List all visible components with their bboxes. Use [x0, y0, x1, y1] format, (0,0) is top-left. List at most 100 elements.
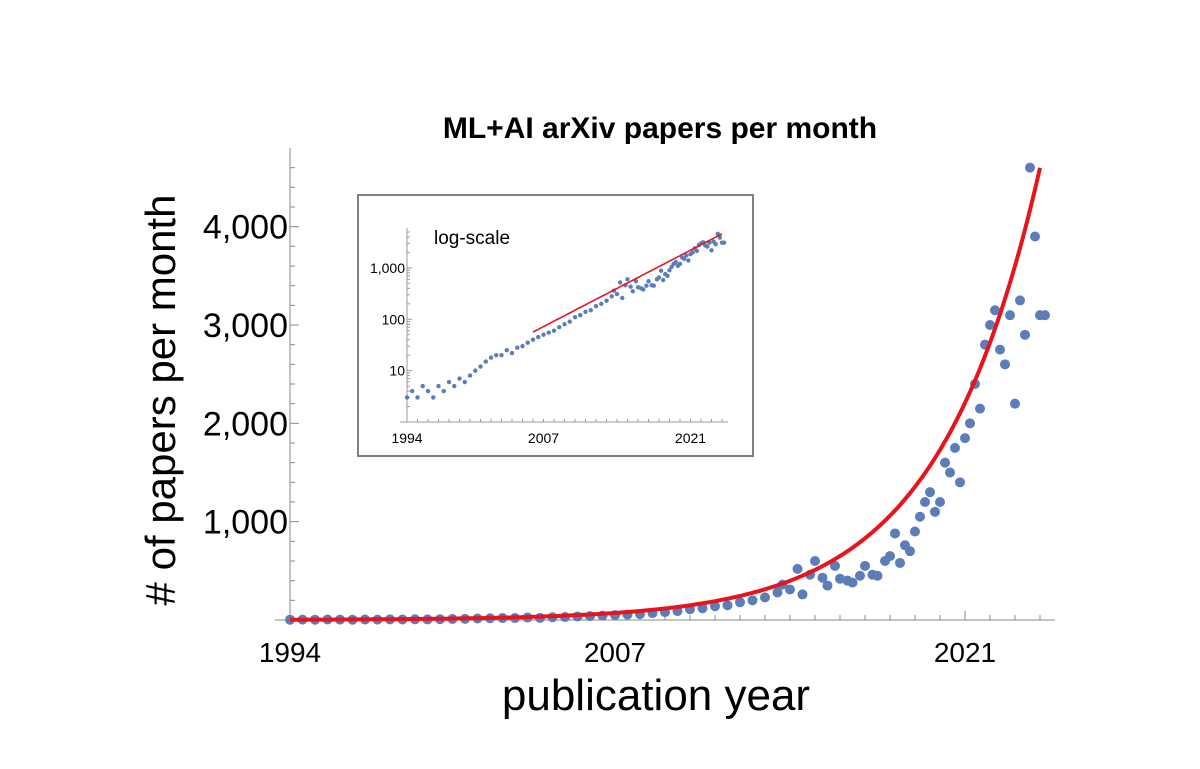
data-point	[925, 487, 935, 498]
inset-data-point	[425, 388, 431, 394]
inset-data-point	[614, 291, 620, 297]
inset-data-point	[578, 313, 583, 318]
main-tick-labels: 1,000 2,000 3,000 4,000 1994 2007 2021	[203, 209, 996, 668]
y-axis-label: # of papers per month	[137, 195, 184, 606]
inset-x-tick-label: 2007	[528, 430, 559, 446]
inset-data-point	[609, 294, 614, 299]
inset-title: log-scale	[434, 228, 510, 249]
log-scale-inset: log-scale 10 100 1,000 1994 2007 2021	[357, 194, 754, 457]
inset-y-tick-label: 1,000	[370, 260, 405, 276]
data-point	[905, 546, 915, 557]
inset-data-point	[617, 280, 623, 285]
inset-data-point	[658, 268, 664, 273]
inset-data-point	[682, 256, 687, 262]
data-point	[985, 320, 995, 330]
inset-data-point	[709, 248, 714, 253]
inset-data-point	[641, 287, 646, 292]
data-point	[722, 600, 733, 611]
data-point	[935, 497, 945, 507]
inset-data-point	[546, 330, 551, 335]
x-axis-label: publication year	[502, 671, 810, 720]
inset-data-point	[604, 298, 609, 303]
inset-data-point	[415, 395, 420, 400]
inset-data-point	[473, 368, 478, 373]
inset-data-point	[452, 383, 457, 389]
inset-data-point	[721, 240, 727, 245]
inset-data-point	[457, 376, 462, 381]
data-point	[1005, 310, 1015, 321]
data-point	[895, 557, 905, 568]
inset-data-point	[694, 248, 699, 254]
data-point	[830, 560, 840, 571]
y-tick-label: 2,000	[203, 405, 288, 443]
data-point	[950, 442, 960, 453]
inset-data-point	[684, 253, 689, 258]
data-point	[990, 305, 1000, 316]
inset-data-point	[717, 235, 723, 240]
data-point	[760, 592, 770, 603]
inset-data-point	[557, 325, 562, 330]
inset-data-point	[620, 295, 625, 301]
inset-data-point	[494, 352, 499, 358]
inset-data-point	[690, 250, 695, 255]
inset-data-point	[713, 241, 718, 247]
inset-data-point	[551, 328, 557, 333]
inset-data-point	[644, 283, 649, 288]
data-point	[890, 528, 900, 539]
inset-data-point	[567, 319, 572, 324]
inset-data-point	[436, 383, 441, 389]
inset-data-point	[410, 388, 415, 394]
inset-data-point	[599, 301, 604, 307]
data-point	[797, 589, 808, 600]
data-point	[915, 511, 925, 522]
inset-y-tick-label: 10	[389, 363, 405, 379]
data-point	[1020, 329, 1030, 340]
data-point	[792, 563, 803, 574]
inset-data-point	[441, 388, 446, 394]
data-point	[772, 587, 783, 598]
x-tick-label: 1994	[259, 637, 321, 668]
data-point	[955, 477, 965, 488]
data-point	[975, 403, 985, 414]
inset-data-point	[467, 373, 473, 378]
inset-data-point	[488, 355, 494, 360]
data-point	[930, 506, 940, 517]
data-point	[1015, 295, 1025, 306]
inset-data-point	[572, 314, 578, 320]
data-point	[735, 597, 745, 608]
inset-data-point	[656, 275, 662, 280]
data-point	[747, 595, 758, 606]
inset-data-point	[520, 343, 525, 349]
inset-frame	[357, 194, 754, 457]
inset-data-point	[483, 359, 488, 364]
data-point	[810, 556, 820, 566]
inset-data-point	[667, 268, 672, 273]
inset-data-point	[504, 347, 509, 353]
inset-data-point	[686, 258, 691, 263]
data-point	[785, 584, 795, 595]
x-tick-label: 2007	[584, 637, 646, 668]
data-point	[1040, 310, 1050, 321]
chart-title: ML+AI arXiv papers per month	[443, 112, 877, 145]
y-tick-label: 1,000	[203, 504, 288, 542]
inset-data-point	[462, 379, 467, 385]
inset-data-point	[630, 289, 635, 294]
data-point	[872, 570, 883, 581]
data-point	[960, 433, 970, 444]
inset-points	[404, 231, 727, 400]
inset-data-point	[625, 277, 630, 282]
inset-data-point	[593, 303, 599, 309]
inset-y-tick-label: 100	[382, 311, 406, 327]
inset-data-point	[515, 345, 520, 350]
inset-data-point	[628, 284, 633, 289]
x-tick-label: 2021	[934, 637, 996, 668]
data-point	[822, 580, 833, 591]
data-point	[965, 418, 975, 429]
inset-data-point	[661, 277, 666, 283]
data-point	[995, 344, 1005, 355]
data-point	[1025, 162, 1035, 173]
y-tick-label: 4,000	[203, 209, 288, 247]
inset-data-point	[478, 364, 483, 369]
inset-data-point	[651, 283, 656, 288]
